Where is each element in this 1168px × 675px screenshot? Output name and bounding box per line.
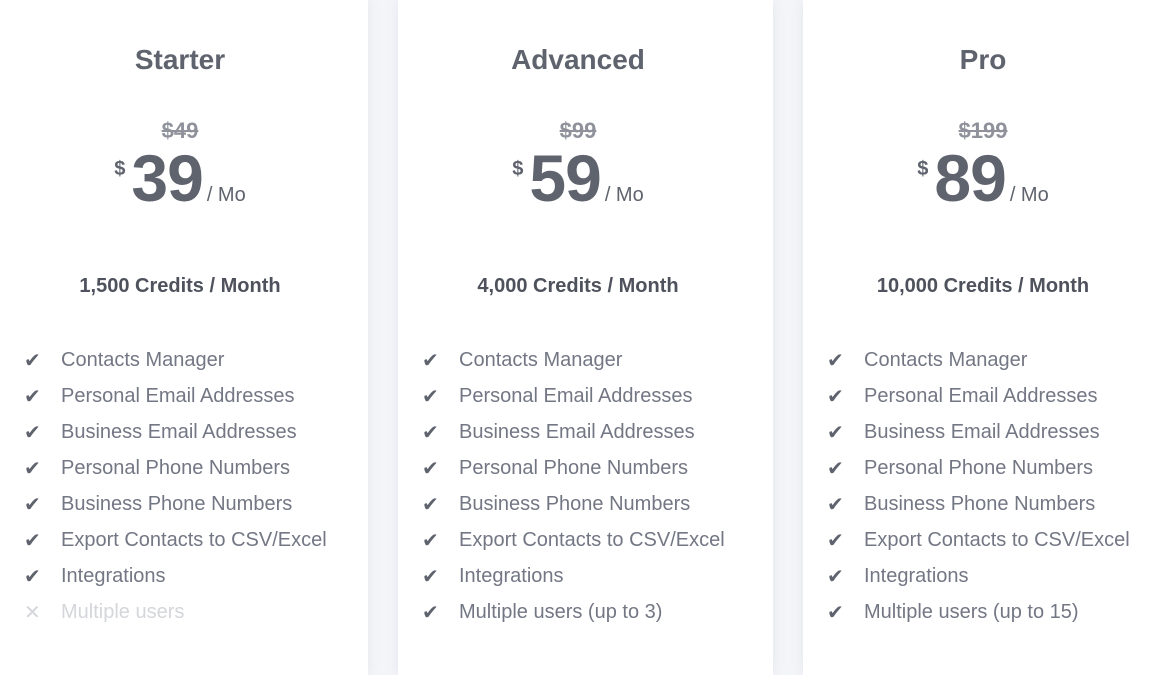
price-period: / Mo	[206, 184, 246, 206]
check-icon: ✔	[422, 385, 439, 408]
feature-item: ✔ Personal Phone Numbers	[422, 450, 725, 486]
feature-item: ✔ Contacts Manager	[827, 342, 1130, 378]
feature-item: ✔ Export Contacts to CSV/Excel	[827, 522, 1130, 558]
check-icon: ✔	[24, 457, 41, 480]
price-amount: 59	[529, 141, 601, 215]
feature-label: Multiple users	[61, 600, 185, 623]
check-icon: ✔	[422, 601, 439, 624]
feature-item: ✔ Export Contacts to CSV/Excel	[24, 522, 327, 558]
currency-symbol: $	[512, 158, 524, 180]
feature-item: ✔ Personal Email Addresses	[827, 378, 1130, 414]
feature-label: Business Phone Numbers	[61, 492, 293, 515]
feature-item: ✔ Business Phone Numbers	[422, 486, 725, 522]
price: $39/ Mo	[0, 140, 360, 216]
price-period: / Mo	[1009, 184, 1049, 206]
currency-symbol: $	[114, 158, 126, 180]
check-icon: ✔	[422, 457, 439, 480]
price: $59/ Mo	[398, 140, 758, 216]
check-icon: ✔	[827, 385, 844, 408]
feature-item: ✔ Contacts Manager	[422, 342, 725, 378]
check-icon: ✔	[24, 529, 41, 552]
credits-per-month: 1,500 Credits / Month	[79, 275, 281, 297]
original-price: $49	[161, 118, 199, 143]
feature-label: Integrations	[61, 564, 166, 587]
check-icon: ✔	[24, 493, 41, 516]
feature-item: ✔ Personal Email Addresses	[422, 378, 725, 414]
feature-list: ✔ Contacts Manager ✔ Personal Email Addr…	[422, 342, 725, 630]
check-icon: ✔	[24, 349, 41, 372]
check-icon: ✔	[24, 565, 41, 588]
check-icon: ✔	[827, 349, 844, 372]
feature-list: ✔ Contacts Manager ✔ Personal Email Addr…	[24, 342, 327, 630]
check-icon: ✔	[827, 601, 844, 624]
price-period: / Mo	[604, 184, 644, 206]
feature-label: Personal Email Addresses	[864, 384, 1098, 407]
feature-item: ✔ Business Phone Numbers	[827, 486, 1130, 522]
feature-label: Personal Phone Numbers	[864, 456, 1094, 479]
feature-item: ✔ Integrations	[827, 558, 1130, 594]
feature-label: Business Phone Numbers	[459, 492, 691, 515]
check-icon: ✔	[422, 493, 439, 516]
check-icon: ✔	[827, 493, 844, 516]
feature-item: ✔ Integrations	[422, 558, 725, 594]
check-icon: ✔	[422, 529, 439, 552]
feature-label: Contacts Manager	[61, 348, 225, 371]
currency-symbol: $	[917, 158, 929, 180]
check-icon: ✔	[422, 349, 439, 372]
check-icon: ✔	[24, 421, 41, 444]
plan-card-starter: Starter $49 $39/ Mo 1,500 Credits / Mont…	[0, 0, 368, 675]
x-icon: ✕	[24, 601, 41, 624]
credits-per-month: 10,000 Credits / Month	[876, 275, 1090, 297]
feature-label: Export Contacts to CSV/Excel	[61, 528, 327, 551]
feature-label: Personal Email Addresses	[61, 384, 295, 407]
check-icon: ✔	[422, 421, 439, 444]
feature-label: Contacts Manager	[864, 348, 1028, 371]
feature-item: ✔ Integrations	[24, 558, 327, 594]
feature-label: Business Phone Numbers	[864, 492, 1096, 515]
feature-item: ✔ Personal Email Addresses	[24, 378, 327, 414]
plan-card-advanced: Advanced $99 $59/ Mo 4,000 Credits / Mon…	[398, 0, 773, 675]
price: $89/ Mo	[803, 140, 1163, 216]
feature-label: Business Email Addresses	[61, 420, 297, 443]
plan-card-pro: Pro $199 $89/ Mo 10,000 Credits / Month …	[803, 0, 1168, 675]
feature-label: Business Email Addresses	[864, 420, 1100, 443]
feature-item: ✔ Business Email Addresses	[24, 414, 327, 450]
plan-title: Advanced	[511, 44, 645, 75]
feature-label: Multiple users (up to 3)	[459, 600, 663, 623]
feature-item: ✔ Business Email Addresses	[827, 414, 1130, 450]
feature-item: ✔ Contacts Manager	[24, 342, 327, 378]
feature-item: ✔ Personal Phone Numbers	[24, 450, 327, 486]
check-icon: ✔	[827, 457, 844, 480]
check-icon: ✔	[827, 421, 844, 444]
feature-label: Integrations	[459, 564, 564, 587]
feature-label: Multiple users (up to 15)	[864, 600, 1079, 623]
feature-item: ✔ Multiple users (up to 15)	[827, 594, 1130, 630]
check-icon: ✔	[422, 565, 439, 588]
feature-item: ✔ Business Email Addresses	[422, 414, 725, 450]
check-icon: ✔	[827, 565, 844, 588]
feature-label: Export Contacts to CSV/Excel	[864, 528, 1130, 551]
check-icon: ✔	[24, 385, 41, 408]
check-icon: ✔	[827, 529, 844, 552]
feature-label: Export Contacts to CSV/Excel	[459, 528, 725, 551]
feature-item: ✔ Personal Phone Numbers	[827, 450, 1130, 486]
feature-item: ✔ Multiple users (up to 3)	[422, 594, 725, 630]
feature-list: ✔ Contacts Manager ✔ Personal Email Addr…	[827, 342, 1130, 630]
plan-title: Pro	[959, 44, 1007, 75]
feature-item: ✔ Export Contacts to CSV/Excel	[422, 522, 725, 558]
feature-label: Business Email Addresses	[459, 420, 695, 443]
credits-per-month: 4,000 Credits / Month	[477, 275, 679, 297]
plan-title: Starter	[134, 44, 226, 75]
feature-label: Personal Phone Numbers	[61, 456, 291, 479]
feature-item: ✔ Business Phone Numbers	[24, 486, 327, 522]
feature-label: Contacts Manager	[459, 348, 623, 371]
feature-label: Personal Phone Numbers	[459, 456, 689, 479]
price-amount: 39	[131, 141, 203, 215]
feature-label: Personal Email Addresses	[459, 384, 693, 407]
original-price: $99	[559, 118, 597, 143]
price-amount: 89	[934, 141, 1006, 215]
feature-item: ✕ Multiple users	[24, 594, 327, 630]
original-price: $199	[958, 118, 1008, 143]
feature-label: Integrations	[864, 564, 969, 587]
